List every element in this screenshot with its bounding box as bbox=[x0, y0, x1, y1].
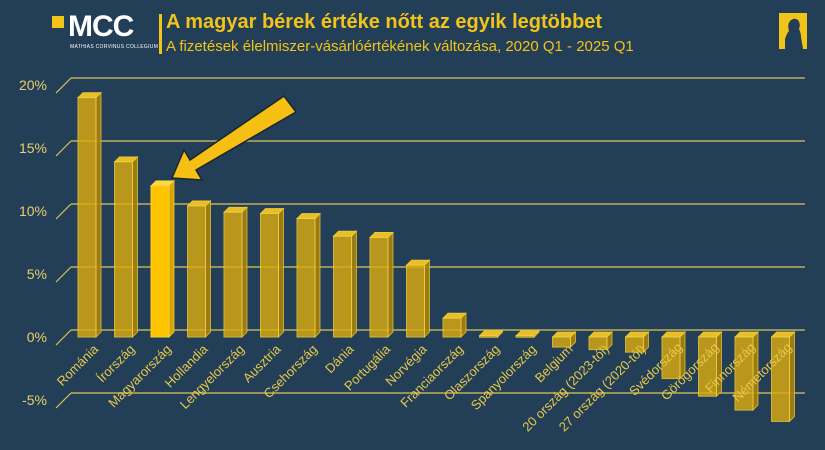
bar-Portugália bbox=[369, 231, 394, 338]
bar-Olaszország bbox=[478, 329, 504, 339]
x-category-label: Lengyelország bbox=[177, 342, 247, 412]
bar-face bbox=[95, 91, 102, 338]
gridline-wall bbox=[55, 266, 72, 283]
bar-face bbox=[552, 336, 571, 348]
bar-face bbox=[150, 185, 170, 338]
gridline-wall bbox=[55, 203, 72, 220]
bar-face bbox=[698, 336, 717, 397]
bar-Magyarország bbox=[150, 179, 175, 338]
bar-face bbox=[442, 317, 462, 338]
y-tick-label: 20% bbox=[19, 77, 47, 93]
profile-logo-icon bbox=[779, 13, 807, 49]
logo-mark-icon bbox=[52, 16, 64, 28]
bar-face bbox=[296, 218, 316, 338]
y-tick-label: 0% bbox=[27, 329, 47, 345]
bar-face bbox=[625, 336, 644, 353]
bar-face bbox=[588, 336, 608, 351]
gridline-wall bbox=[55, 329, 72, 346]
bar-face bbox=[187, 205, 206, 338]
x-category-label: Románia bbox=[54, 341, 102, 389]
bar-face bbox=[278, 207, 284, 338]
x-category-label: Spanyolország bbox=[468, 342, 539, 413]
bar-27 ország (2020-tól) bbox=[624, 331, 650, 354]
bar-face bbox=[314, 212, 321, 338]
bar-face bbox=[114, 161, 133, 338]
chart-subtitle: A fizetések élelmiszer-vásárlóértékének … bbox=[166, 38, 634, 55]
bar-face bbox=[241, 206, 248, 338]
y-tick-label: -5% bbox=[22, 392, 47, 408]
chart-title: A magyar bérek értéke nőtt az egyik legt… bbox=[166, 11, 603, 33]
header: MCC MATHIAS CORVINUS COLLEGIUM A magyar … bbox=[0, 0, 825, 62]
bar-face bbox=[479, 335, 498, 338]
bar-Románia bbox=[77, 91, 102, 338]
bar-Görögország bbox=[697, 331, 723, 398]
gridline-wall bbox=[55, 140, 72, 157]
bar-Franciaország bbox=[442, 312, 467, 338]
bar-face bbox=[223, 211, 243, 338]
y-tick-label: 15% bbox=[19, 140, 47, 156]
bar-face bbox=[734, 336, 754, 411]
bar-Spanyolország bbox=[515, 329, 540, 339]
bar-face bbox=[205, 199, 211, 338]
bar-Norvégia bbox=[405, 259, 431, 338]
bar-face bbox=[515, 335, 535, 338]
bar-face bbox=[424, 259, 430, 338]
bar-20 ország (2023-tól) bbox=[588, 331, 613, 351]
bar-face bbox=[387, 231, 394, 338]
bar-Németország bbox=[770, 331, 796, 423]
y-tick-label: 5% bbox=[27, 266, 47, 282]
bar-face bbox=[771, 336, 790, 422]
bar-face bbox=[168, 179, 175, 338]
bar-face bbox=[789, 331, 795, 423]
annotation-arrow-icon bbox=[170, 94, 298, 181]
bar-Hollandia bbox=[186, 199, 212, 338]
bar-Finnország bbox=[734, 331, 759, 412]
title-divider bbox=[159, 14, 162, 54]
bar-face bbox=[351, 230, 357, 338]
bar-face bbox=[333, 235, 352, 338]
bar-face bbox=[661, 336, 681, 380]
bar-Lengyelország bbox=[223, 206, 248, 338]
logo-subtext: MATHIAS CORVINUS COLLEGIUM bbox=[70, 44, 159, 50]
gridline-wall bbox=[55, 77, 72, 94]
gridline-wall bbox=[55, 392, 72, 409]
bar-face bbox=[369, 236, 389, 338]
bar-Belgium bbox=[551, 331, 577, 349]
bar-face bbox=[77, 97, 97, 338]
bar-Írország bbox=[113, 155, 139, 338]
logo-text: MCC bbox=[68, 10, 134, 43]
y-tick-label: 10% bbox=[19, 203, 47, 219]
bar-Ausztria bbox=[259, 207, 285, 338]
bar-face bbox=[406, 264, 425, 338]
bar-Svédország bbox=[661, 331, 686, 380]
bar-Dánia bbox=[332, 230, 358, 338]
bar-face bbox=[132, 155, 138, 338]
bar-Csehország bbox=[296, 212, 321, 338]
bar-face bbox=[260, 213, 279, 338]
